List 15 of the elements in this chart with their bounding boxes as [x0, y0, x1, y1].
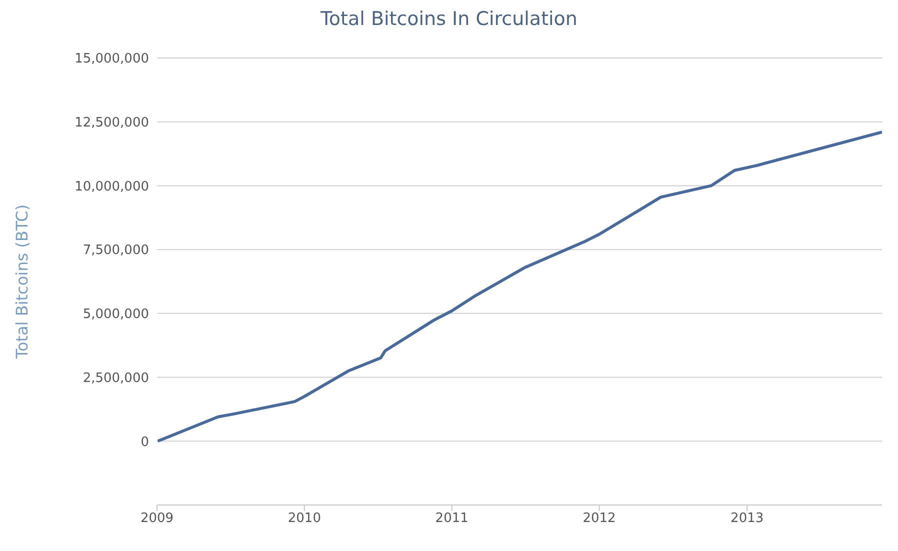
x-tick-label: 2009 — [140, 511, 174, 526]
x-tick-label: 2010 — [288, 511, 321, 526]
y-tick-label: 15,000,000 — [74, 52, 149, 67]
y-tick-label: 0 — [140, 434, 149, 450]
chart-title: Total Bitcoins In Circulation — [320, 8, 578, 32]
line-series — [157, 130, 882, 443]
y-tick-label: 5,000,000 — [82, 307, 149, 322]
y-axis-title: Total Bitcoins (BTC) — [12, 204, 32, 360]
y-tick-label: 2,500,000 — [82, 370, 149, 386]
y-tick-label: 10,000,000 — [74, 179, 149, 194]
y-tick-label: 12,500,000 — [74, 115, 149, 130]
x-tick-label: 2013 — [730, 511, 764, 526]
x-tick-label: 2011 — [435, 511, 468, 526]
x-tick-label: 2012 — [582, 511, 616, 526]
y-tick-label: 7,500,000 — [82, 243, 149, 258]
